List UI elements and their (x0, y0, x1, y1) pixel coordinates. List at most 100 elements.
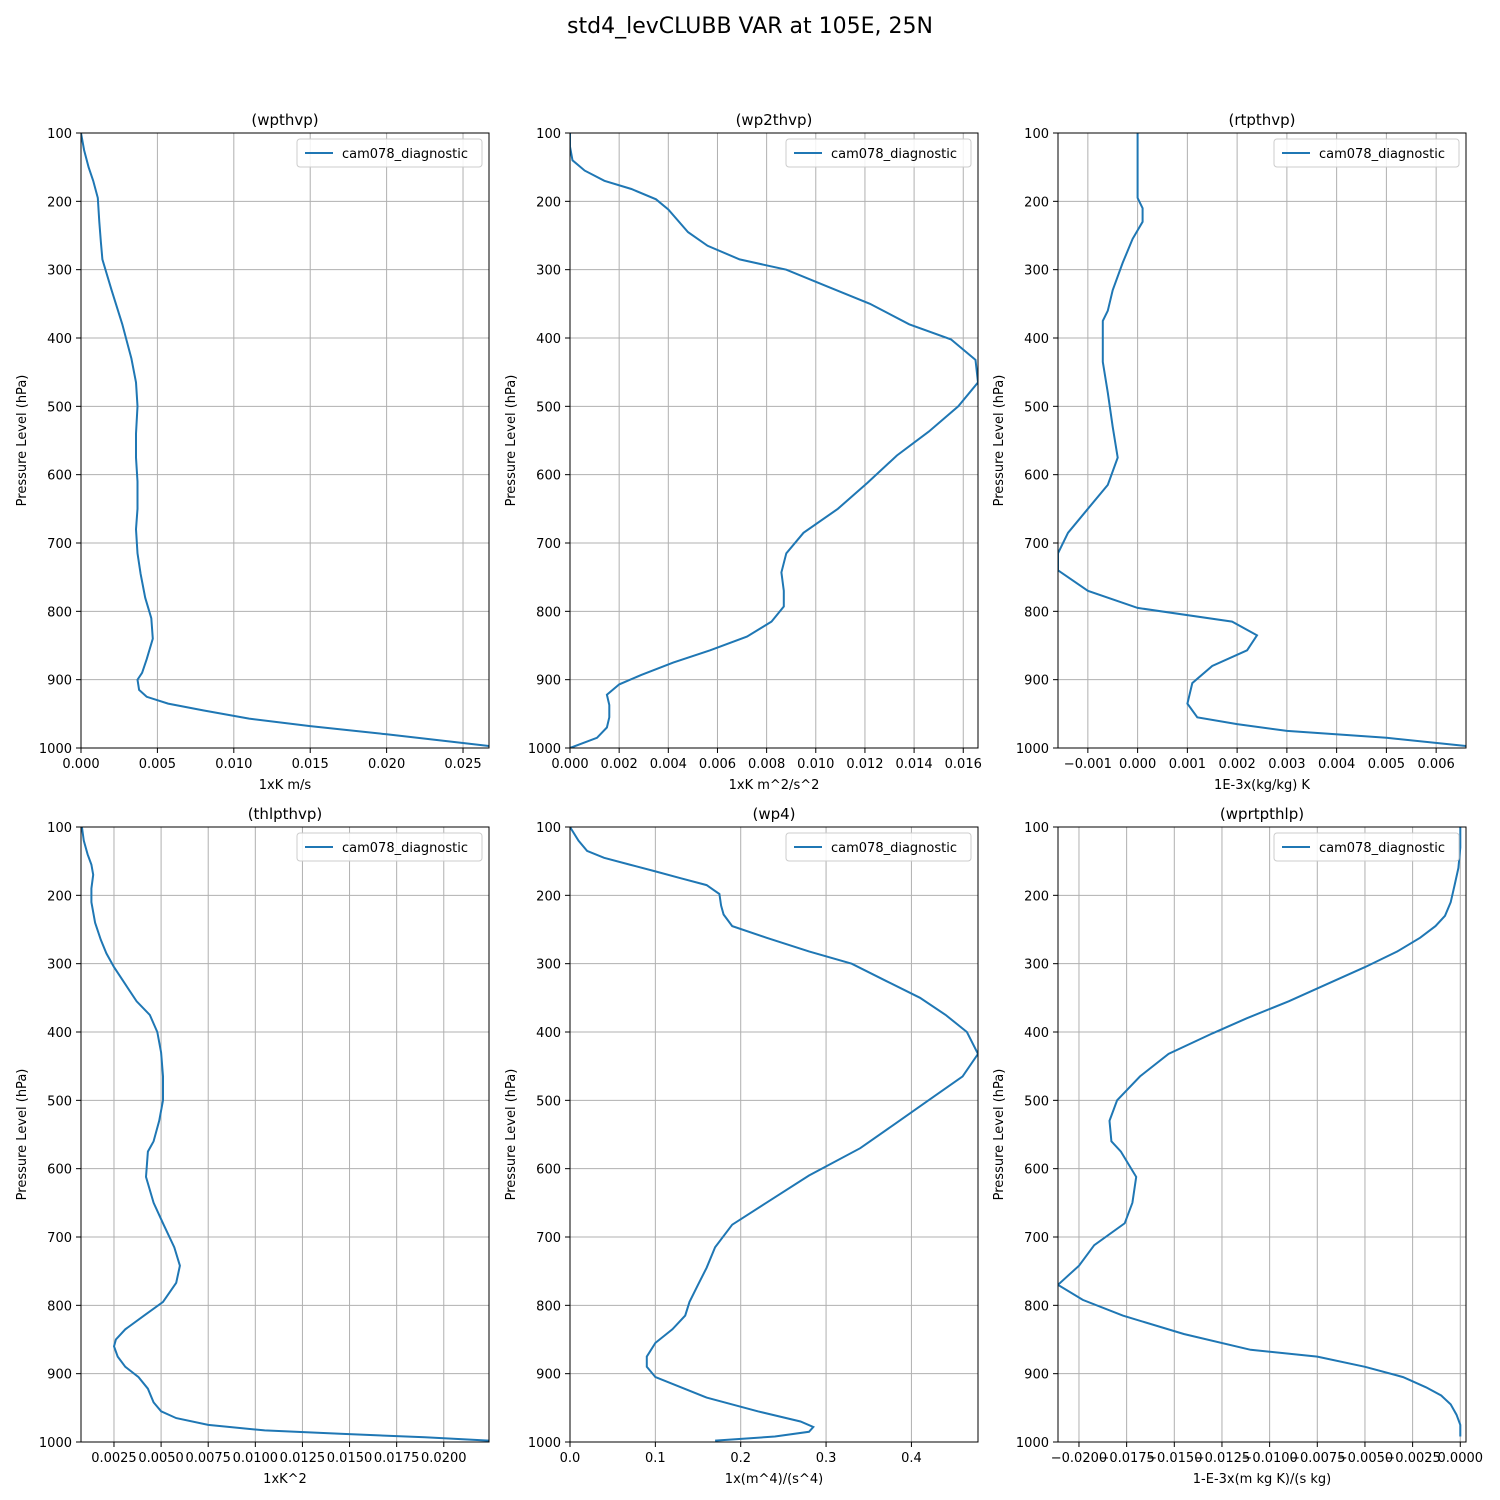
y-tick-label: 400 (47, 332, 72, 347)
x-tick-label: 0.000 (62, 757, 99, 772)
y-tick-label: 600 (536, 1163, 561, 1178)
y-tick-label: 1000 (528, 1436, 561, 1451)
y-tick-label: 600 (47, 1163, 72, 1178)
subplot-6: −0.0200−0.0175−0.0150−0.0125−0.0100 −0.00… (992, 805, 1483, 1487)
subplot-title: (rtpthvp) (1228, 111, 1295, 129)
subplot-4: 0.0025 0.0050 0.0075 0.0100 0.0125 0.0150 0.01… (15, 805, 490, 1487)
y-tick-label: 700 (47, 537, 72, 552)
y-tick-label: 900 (1024, 1368, 1049, 1383)
y-tick-label: 1000 (1016, 742, 1049, 757)
y-tick-label: 400 (1024, 1026, 1049, 1041)
legend: cam078_diagnostic (785, 138, 972, 168)
y-tick-label: 800 (1024, 605, 1049, 620)
y-axis-label: Pressure Level (hPa) (504, 375, 519, 507)
y-tick-label: 300 (47, 958, 72, 973)
y-tick-label: 100 (536, 127, 561, 142)
x-tick-label: 0.0025 (91, 1451, 137, 1466)
y-tick-label: 600 (1024, 469, 1049, 484)
legend: cam078_diagnostic (296, 138, 483, 168)
y-tick-label: 900 (536, 674, 561, 689)
subplot-5: 0.0 0.1 0.2 0.3 0.4 100 200 300 400 500 600 700 800 9… (504, 805, 979, 1487)
legend-box (296, 832, 483, 862)
x-tick-label: 0.0050 (138, 1451, 184, 1466)
x-tick-label: 0.0075 (185, 1451, 231, 1466)
x-tick-label: 0.002 (1219, 757, 1256, 772)
y-tick-label: 800 (1024, 1299, 1049, 1314)
x-tick-label: 0.010 (215, 757, 252, 772)
x-tick-label: 0.014 (895, 757, 932, 772)
legend-box (296, 138, 483, 168)
x-tick-label: −0.0100 (1241, 1451, 1297, 1466)
x-tick-label: 0.0100 (233, 1451, 279, 1466)
y-tick-label: 100 (1024, 127, 1049, 142)
x-tick-label: 0.005 (139, 757, 176, 772)
y-tick-label: 300 (47, 264, 72, 279)
y-tick-label: 200 (47, 195, 72, 210)
x-tick-label: −0.0050 (1337, 1451, 1393, 1466)
subplot-3: −0.001 0.000 0.001 0.002 0.003 0.004 0.005 0.00… (992, 111, 1467, 793)
y-tick-label: 300 (1024, 264, 1049, 279)
x-tick-label: 0.0175 (374, 1451, 420, 1466)
x-tick-label: 0.001 (1169, 757, 1206, 772)
x-tick-label: −0.0175 (1098, 1451, 1154, 1466)
x-axis-label: 1xK m/s (259, 778, 312, 793)
y-tick-label: 500 (47, 400, 72, 415)
legend-box (1273, 138, 1460, 168)
y-axis-label: Pressure Level (hPa) (15, 1069, 30, 1201)
y-tick-label: 300 (1024, 958, 1049, 973)
y-tick-label: 400 (536, 1026, 561, 1041)
y-tick-label: 200 (536, 889, 561, 904)
axes-frame (80, 826, 490, 1443)
x-tick-label: 0.2 (730, 1451, 751, 1466)
x-tick-label: −0.0150 (1146, 1451, 1202, 1466)
axes-frame (1057, 826, 1467, 1443)
y-tick-label: 300 (536, 958, 561, 973)
y-axis-label: Pressure Level (hPa) (504, 1069, 519, 1201)
x-tick-label: −0.0200 (1051, 1451, 1107, 1466)
subplot-title: (wprtpthlp) (1220, 805, 1304, 823)
axes-frame (80, 132, 490, 749)
series-line-1 (1058, 133, 1466, 747)
y-tick-label: 1000 (39, 1436, 72, 1451)
axes-frame (569, 826, 979, 1443)
y-tick-label: 600 (536, 469, 561, 484)
y-tick-label: 700 (47, 1231, 72, 1246)
y-tick-label: 700 (536, 1231, 561, 1246)
x-axis-label: 1xK m^2/s^2 (729, 778, 820, 793)
y-axis-label: Pressure Level (hPa) (15, 375, 30, 507)
x-tick-label: 0.015 (292, 757, 329, 772)
x-tick-label: 0.010 (797, 757, 834, 772)
y-tick-label: 900 (1024, 674, 1049, 689)
x-tick-label: 0.002 (601, 757, 638, 772)
x-tick-label: 0.012 (846, 757, 883, 772)
subplot-title: (thlpthvp) (248, 805, 323, 823)
subplot-title: (wp4) (752, 805, 795, 823)
x-tick-label: −0.0125 (1194, 1451, 1250, 1466)
y-tick-label: 500 (1024, 400, 1049, 415)
x-tick-label: 0.000 (551, 757, 588, 772)
legend-label: cam078_diagnostic (831, 147, 957, 162)
y-tick-label: 900 (47, 674, 72, 689)
y-tick-label: 200 (1024, 889, 1049, 904)
legend-box (785, 832, 972, 862)
y-tick-label: 500 (536, 1094, 561, 1109)
legend: cam078_diagnostic (296, 832, 483, 862)
x-tick-label: 0.0150 (327, 1451, 373, 1466)
y-tick-label: 100 (1024, 821, 1049, 836)
legend-box (785, 138, 972, 168)
legend-box (1273, 832, 1460, 862)
x-axis-label: 1E-3x(kg/kg) K (1214, 778, 1310, 793)
y-tick-label: 100 (47, 127, 72, 142)
y-tick-label: 100 (536, 821, 561, 836)
legend-label: cam078_diagnostic (342, 147, 468, 162)
x-tick-label: 0.0200 (421, 1451, 467, 1466)
series-line-1 (570, 133, 978, 748)
legend: cam078_diagnostic (1273, 138, 1460, 168)
y-tick-label: 700 (1024, 1231, 1049, 1246)
y-tick-label: 400 (1024, 332, 1049, 347)
y-tick-label: 800 (536, 1299, 561, 1314)
legend: cam078_diagnostic (1273, 832, 1460, 862)
subplot-title: (wp2thvp) (736, 111, 813, 129)
y-tick-label: 800 (536, 605, 561, 620)
